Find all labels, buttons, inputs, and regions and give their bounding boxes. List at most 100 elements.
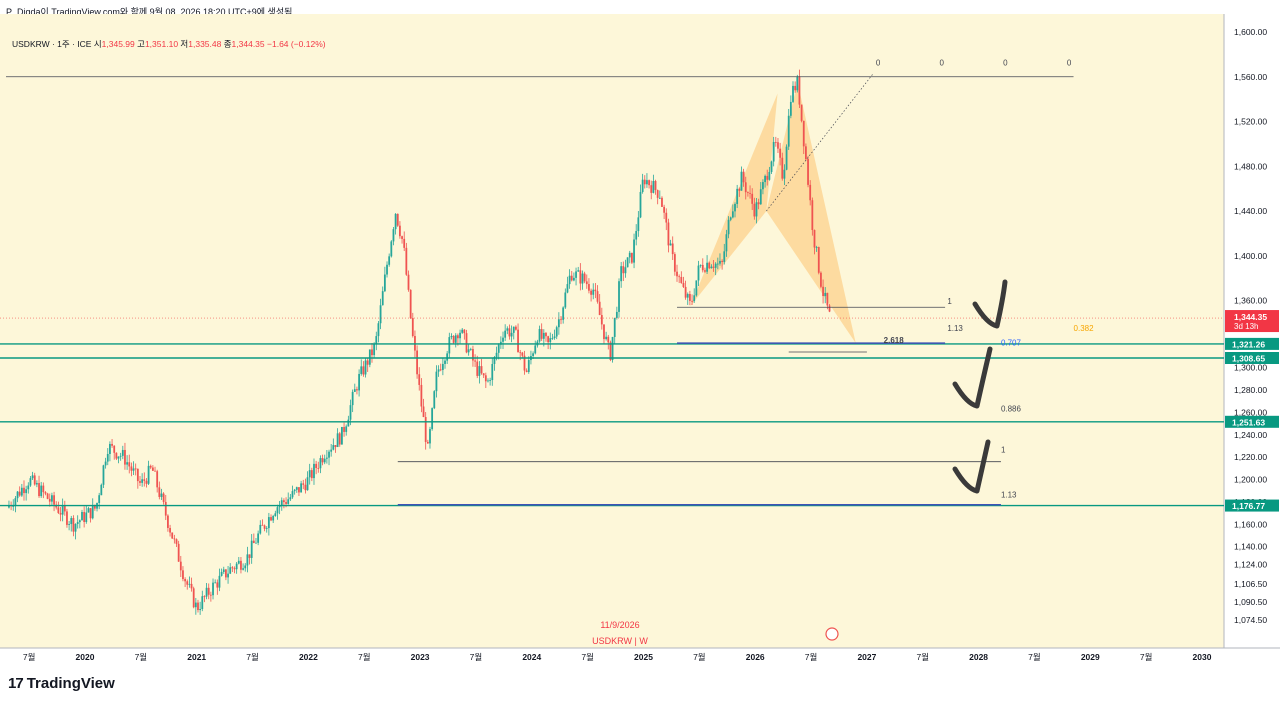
candle-body — [783, 169, 786, 179]
level-price-tag — [1225, 499, 1279, 512]
candle-body — [222, 569, 225, 572]
candle-body — [100, 484, 103, 496]
candle-body — [379, 305, 382, 324]
watermark-date: 11/9/2026 — [600, 620, 640, 630]
candle-body — [450, 336, 453, 338]
candle-body — [375, 336, 378, 344]
candle-body — [143, 479, 146, 481]
candle-body — [727, 219, 730, 235]
x-tick-label: 2022 — [299, 652, 318, 662]
candle-body — [237, 560, 240, 564]
candle-body — [699, 264, 702, 266]
symbol-title: USDKRW · 1주 · ICE — [12, 39, 92, 49]
candle-body — [18, 491, 21, 496]
candle-body — [678, 276, 681, 278]
candle-body — [405, 247, 408, 275]
candle-body — [766, 175, 769, 180]
candle-body — [725, 234, 728, 252]
candle-body — [596, 291, 599, 302]
candle-body — [390, 241, 393, 257]
candle-body — [547, 336, 550, 343]
logo-mark: 17 — [8, 675, 24, 692]
candle-body — [804, 146, 807, 160]
candle-body — [661, 197, 663, 207]
watermark-symbol: USDKRW | W — [592, 636, 648, 646]
candle-body — [527, 360, 530, 372]
candle-body — [23, 487, 25, 494]
candle-body — [156, 471, 159, 488]
candle-body — [246, 554, 249, 566]
candle-body — [12, 506, 15, 507]
candle-body — [746, 192, 749, 193]
candle-body — [205, 587, 208, 597]
candle-body — [388, 256, 391, 265]
candle-body — [716, 263, 719, 265]
candle-body — [308, 470, 311, 478]
candle-body — [549, 338, 552, 343]
candle-body — [216, 582, 219, 588]
candlestick-chart[interactable]: 1,600.00 1,560.00 1,520.00 1,480.00 1,440.00… — [0, 14, 1280, 664]
candle-body — [366, 360, 369, 365]
candle-body — [409, 289, 412, 319]
pattern-triangle-left — [690, 93, 778, 307]
candle-body — [491, 363, 494, 381]
candle-body — [53, 495, 55, 505]
y-tick-label: 1,600.00 — [1234, 27, 1267, 37]
candle-body — [61, 505, 64, 515]
candle-body — [169, 527, 171, 533]
x-tick-label: 7월 — [916, 652, 929, 662]
fib-level-label: 0 — [940, 59, 945, 68]
y-tick-label: 1,240.00 — [1234, 430, 1267, 440]
candle-body — [452, 336, 455, 343]
candle-body — [622, 266, 625, 274]
candle-body — [641, 179, 644, 192]
candle-body — [512, 326, 515, 333]
candle-body — [654, 180, 657, 191]
candle-body — [134, 468, 137, 470]
candle-body — [472, 349, 474, 361]
candle-body — [680, 276, 683, 283]
candle-body — [504, 330, 507, 338]
level-price-label: 1,308.65 — [1232, 354, 1265, 364]
candle-body — [708, 262, 711, 269]
candle-body — [291, 491, 294, 498]
candle-body — [588, 284, 590, 291]
candle-body — [721, 260, 724, 262]
candle-body — [626, 257, 629, 268]
chart-area[interactable]: 1,600.00 1,560.00 1,520.00 1,480.00 1,440.00… — [0, 14, 1280, 664]
candle-body — [46, 493, 49, 499]
candle-body — [332, 445, 335, 450]
candle-body — [628, 252, 631, 258]
candle-body — [753, 203, 756, 217]
candle-body — [738, 188, 741, 191]
candle-body — [171, 532, 174, 539]
candle-body — [802, 120, 805, 147]
candle-body — [186, 581, 189, 585]
candle-body — [590, 290, 592, 295]
y-tick-label: 1,280.00 — [1234, 385, 1267, 395]
x-tick-label: 7월 — [1028, 652, 1041, 662]
candle-body — [87, 508, 90, 513]
plot-background — [0, 14, 1224, 648]
candle-body — [220, 571, 223, 576]
hand-drawn-check-mark — [952, 439, 991, 494]
candle-body — [444, 360, 446, 364]
candle-body — [102, 465, 105, 485]
candle-body — [371, 349, 373, 356]
candle-body — [568, 275, 571, 285]
candle-body — [682, 282, 685, 287]
x-tick-label: 2020 — [76, 652, 95, 662]
x-tick-label: 7월 — [581, 652, 594, 662]
candle-body — [607, 336, 610, 343]
candle-body — [489, 380, 492, 381]
candle-body — [594, 289, 597, 292]
candle-body — [368, 349, 371, 365]
candle-body — [755, 202, 758, 217]
level-price-label: 1,251.63 — [1232, 417, 1265, 427]
candle-body — [265, 528, 268, 529]
candle-body — [553, 336, 556, 338]
candle-body — [560, 319, 562, 321]
candle-body — [693, 295, 696, 302]
candle-body — [579, 270, 582, 284]
candle-body — [27, 485, 30, 490]
